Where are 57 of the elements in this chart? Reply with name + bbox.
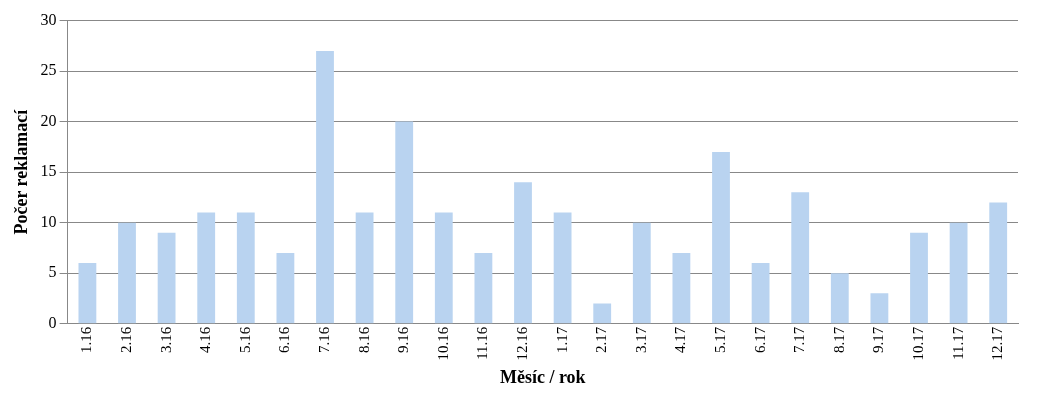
x-tick-label: 7.16: [315, 326, 332, 353]
x-tick-label: 10.16: [434, 326, 451, 361]
x-tick-label: 8.16: [355, 326, 372, 353]
bar: [157, 232, 176, 324]
bar: [434, 212, 453, 324]
x-tick-label: 12.17: [989, 326, 1006, 361]
bar: [593, 303, 612, 324]
bar: [830, 273, 849, 324]
y-axis-title: Počer reklamací: [11, 108, 32, 235]
bar: [276, 252, 295, 324]
bar: [791, 192, 810, 324]
x-tick-label: 10.17: [909, 326, 926, 361]
x-tick-label: 12.16: [513, 326, 530, 361]
x-tick-label: 11.16: [474, 326, 491, 360]
bar: [197, 212, 216, 324]
x-tick-label: 4.16: [197, 326, 214, 353]
x-tick-label: 2.17: [593, 326, 610, 353]
y-tick-label: 15: [40, 162, 57, 180]
bar: [712, 151, 730, 324]
x-tick-label: 3.17: [632, 326, 649, 353]
bar: [751, 263, 770, 324]
bar: [553, 212, 572, 324]
bar: [910, 232, 928, 324]
x-tick-label: 5.16: [236, 326, 253, 353]
x-tick-label: 6.16: [276, 326, 293, 353]
x-tick-label: 11.17: [949, 326, 966, 360]
x-tick-label: 2.16: [117, 326, 134, 353]
bar: [355, 212, 374, 324]
bar: [989, 202, 1008, 324]
bar: [395, 121, 414, 324]
x-tick-label: 7.17: [791, 326, 808, 353]
bar: [632, 222, 651, 324]
bar: [236, 212, 255, 324]
x-tick-label: 3.16: [157, 326, 174, 353]
y-tick-label: 10: [40, 212, 57, 230]
y-tick-label: 25: [40, 61, 57, 79]
bar: [672, 252, 691, 324]
y-tick-label: 0: [48, 313, 57, 331]
x-tick-label: 5.17: [711, 326, 728, 353]
bar: [474, 252, 493, 324]
bar: [118, 222, 136, 324]
bar: [78, 263, 97, 324]
bar: [870, 293, 889, 324]
y-tick-label: 30: [40, 10, 57, 28]
y-tick-label: 5: [48, 263, 57, 281]
x-tick-label: 1.16: [78, 326, 95, 353]
x-tick-label: 9.16: [395, 326, 412, 353]
bar: [949, 222, 968, 324]
bar: [514, 182, 532, 324]
x-tick-label: 9.17: [870, 326, 887, 353]
y-tick-label: 20: [40, 111, 57, 129]
x-tick-label: 8.17: [830, 326, 847, 353]
bar: [316, 50, 334, 324]
x-tick-label: 6.17: [751, 326, 768, 353]
x-axis-title: Měsíc / rok: [499, 366, 586, 387]
x-tick-label: 1.17: [553, 326, 570, 353]
x-tick-label: 4.17: [672, 326, 689, 353]
